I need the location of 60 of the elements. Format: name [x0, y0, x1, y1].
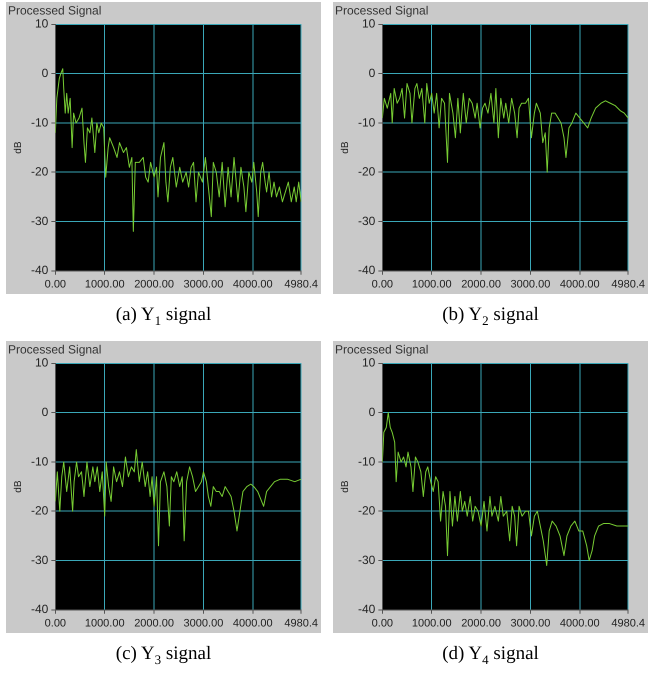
chart-title: Processed Signal: [8, 4, 102, 18]
x-tick-label: 3000.00: [510, 278, 550, 290]
x-tick-label: 4980.4: [611, 617, 646, 630]
y-tick-label: -10: [358, 454, 376, 468]
x-tick-label: 1000.00: [84, 617, 125, 630]
x-tick-label: 2000.00: [461, 617, 501, 630]
x-tick-label: 2000.00: [134, 617, 174, 630]
y-tick-label: 10: [34, 356, 49, 370]
y-axis-title: dB: [12, 141, 24, 154]
y-tick-label: -30: [358, 552, 376, 567]
y-tick-label: 0: [368, 404, 376, 419]
y-tick-label: -10: [31, 115, 49, 130]
y-tick-label: 0: [368, 66, 376, 80]
text: (d) Y$_{4}$ signal: [442, 643, 539, 668]
y-tick-label: 10: [362, 16, 376, 31]
x-tick-label: 4980.4: [284, 617, 318, 630]
y-tick-label: -40: [358, 602, 376, 616]
y-tick-label: -20: [31, 164, 49, 179]
x-tick-label: 3000.00: [184, 278, 224, 290]
chart-title: Processed Signal: [8, 342, 102, 357]
x-tick-label: 1000.00: [412, 617, 452, 630]
x-tick-label: 0.00: [44, 278, 66, 290]
y-tick-label: 10: [34, 16, 49, 31]
text: (b) Y$_{2}$ signal: [442, 304, 539, 329]
y-tick-label: -40: [31, 263, 49, 278]
y-tick-label: -10: [358, 115, 376, 130]
text: (c) Y$_{3}$ signal: [116, 643, 212, 668]
x-tick-label: 3000.00: [184, 617, 224, 630]
x-tick-label: 0.00: [44, 617, 66, 630]
x-tick-label: 4000.00: [232, 617, 273, 630]
x-tick-label: 4980.4: [611, 278, 646, 290]
x-tick-label: 1000.00: [412, 278, 452, 290]
y-tick-label: -10: [31, 454, 49, 468]
text: (a) Y$_{1}$ signal: [116, 304, 212, 329]
chart-title: Processed Signal: [335, 4, 428, 18]
y-tick-label: -30: [31, 214, 49, 228]
y-axis-title: dB: [340, 141, 351, 154]
y-tick-label: -30: [358, 214, 376, 228]
x-tick-label: 3000.00: [510, 617, 550, 630]
y-tick-label: 10: [362, 356, 376, 370]
y-tick-label: 0: [42, 66, 49, 80]
x-tick-label: 2000.00: [134, 278, 174, 290]
y-tick-label: -20: [358, 504, 376, 518]
y-axis-title: dB: [12, 480, 24, 493]
x-tick-label: 2000.00: [461, 278, 501, 290]
x-tick-label: 1000.00: [84, 278, 125, 290]
x-tick-label: 0.00: [372, 278, 394, 290]
y-axis-title: dB: [340, 480, 351, 493]
x-tick-label: 4000.00: [232, 278, 273, 290]
y-tick-label: 0: [42, 404, 49, 419]
x-tick-label: 4980.4: [284, 278, 318, 290]
y-tick-label: -40: [31, 602, 49, 616]
chart-title: Processed Signal: [335, 342, 428, 357]
y-tick-label: -20: [358, 164, 376, 179]
y-tick-label: -20: [31, 504, 49, 518]
x-tick-label: 4000.00: [560, 617, 600, 630]
y-tick-label: -40: [358, 263, 376, 278]
y-tick-label: -30: [31, 552, 49, 567]
x-tick-label: 4000.00: [560, 278, 600, 290]
x-tick-label: 0.00: [372, 617, 394, 630]
